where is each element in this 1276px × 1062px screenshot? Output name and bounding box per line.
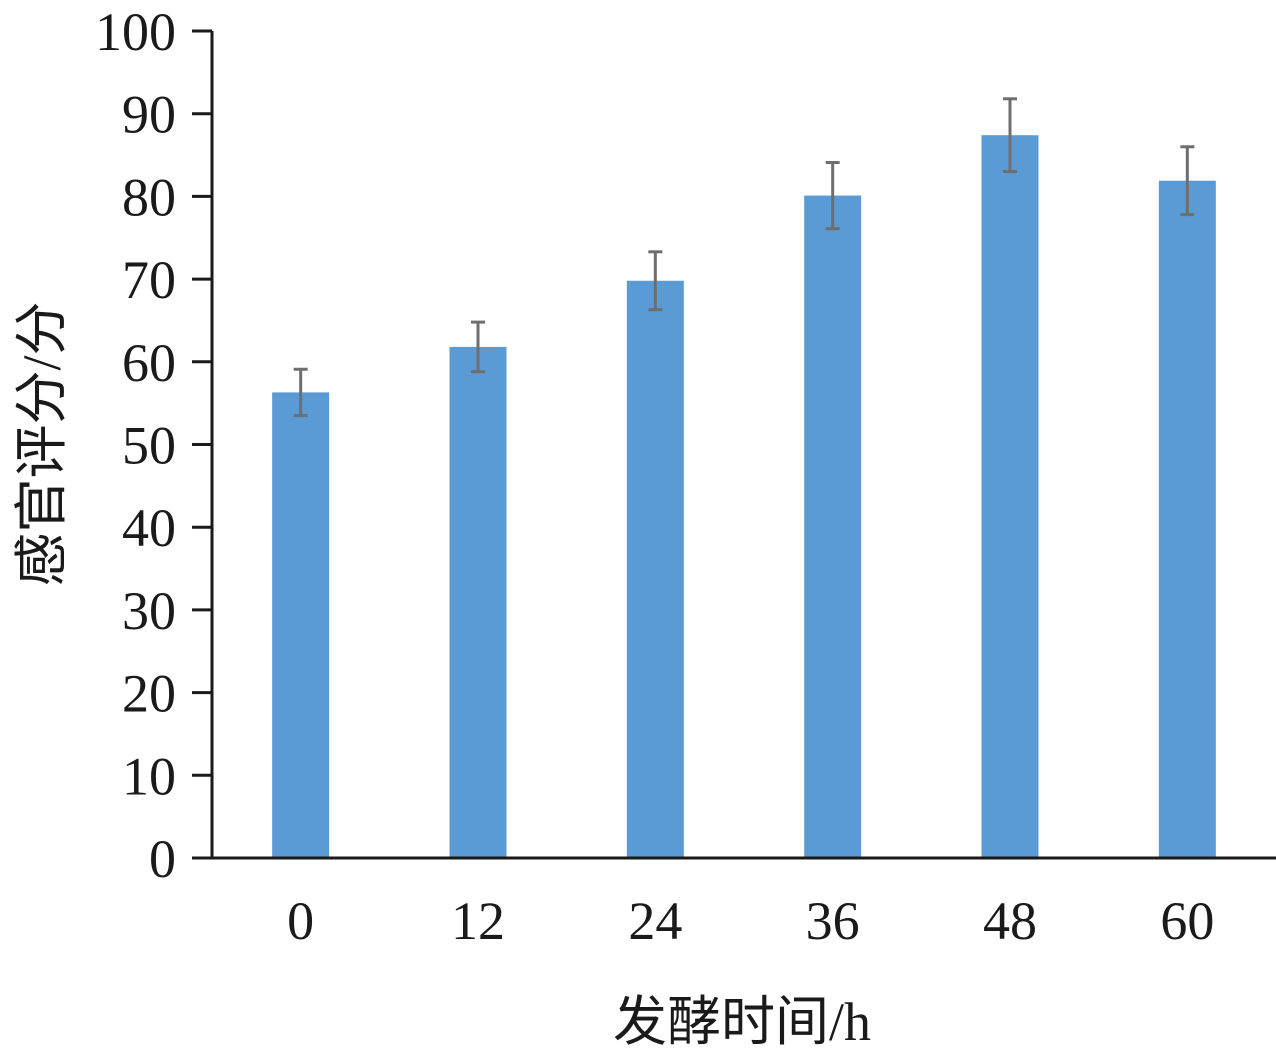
y-tick-label: 50: [122, 416, 176, 476]
y-axis-title: 感官评分/分: [12, 301, 72, 586]
bar: [1158, 180, 1216, 858]
y-tick-label: 20: [122, 664, 176, 724]
x-tick-label: 0: [287, 891, 314, 951]
bars-group: [272, 135, 1216, 858]
bar: [626, 280, 684, 858]
y-tick-label: 60: [122, 333, 176, 393]
bar: [272, 392, 330, 858]
y-tick-label: 80: [122, 167, 176, 227]
bar: [981, 135, 1039, 858]
y-tick-label: 10: [122, 746, 176, 806]
x-axis-ticks: 0 12 24 36 48 60: [287, 891, 1214, 951]
bar: [449, 346, 507, 858]
x-axis-title: 发酵时间/h: [613, 992, 871, 1052]
x-tick-label: 36: [806, 891, 860, 951]
y-tick-label: 30: [122, 581, 176, 641]
x-tick-label: 12: [451, 891, 505, 951]
y-tick-label: 40: [122, 498, 176, 558]
y-tick-label: 0: [149, 829, 176, 889]
y-tick-label: 90: [122, 85, 176, 145]
x-tick-label: 24: [628, 891, 682, 951]
bar: [804, 195, 862, 858]
x-tick-label: 60: [1160, 891, 1214, 951]
x-tick-label: 48: [983, 891, 1037, 951]
y-axis-ticks: 0 10 20 30 40 50 60 70 80 90 100: [95, 2, 212, 889]
y-tick-label: 100: [95, 2, 176, 62]
y-tick-label: 70: [122, 250, 176, 310]
error-bars-group: [293, 97, 1195, 418]
